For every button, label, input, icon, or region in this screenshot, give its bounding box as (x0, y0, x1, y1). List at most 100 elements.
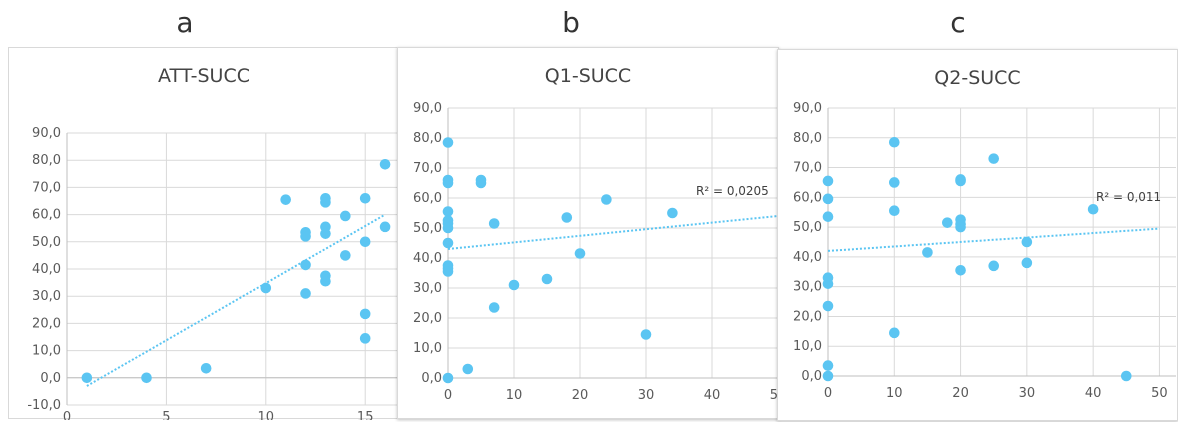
data-point (822, 211, 834, 222)
data-point (822, 360, 834, 371)
x-tick-label: 5 (162, 410, 170, 420)
chart-q2-succ: Q2-SUCC 0,0 10,0 20,0 30,0 40,0 50,0 60,0 70,0 8… (777, 49, 1178, 421)
y-tick-label: 40,0 (413, 251, 442, 266)
r-squared-label: R² = 0,0205 (696, 184, 769, 198)
panel-letter-b: b (562, 6, 580, 39)
data-point (442, 266, 454, 277)
panel-letter-c: c (950, 6, 966, 39)
data-point (340, 210, 351, 222)
x-tick-label: 10 (506, 388, 523, 403)
y-tick-label: 0,0 (801, 369, 822, 384)
y-tick-label: 50,0 (413, 221, 442, 236)
plot-q1-succ: 0,0 10,0 20,0 30,0 40,0 50,0 60,0 70,0 80,0 90,0 0… (413, 101, 780, 403)
data-point (442, 237, 454, 249)
data-point (888, 136, 900, 148)
data-point (300, 231, 311, 242)
data-point (1021, 236, 1033, 248)
data-point (561, 212, 573, 223)
data-point (300, 259, 311, 271)
data-point (320, 228, 331, 239)
y-tick-label: 90,0 (32, 126, 61, 141)
y-tick-label: 40,0 (32, 262, 61, 277)
data-point (359, 333, 371, 344)
y-tick-label: 60,0 (793, 190, 822, 205)
x-tick-label: 30 (1019, 386, 1036, 401)
data-point (379, 158, 391, 170)
data-point (601, 194, 612, 205)
data-point (822, 300, 834, 312)
data-point (574, 248, 586, 259)
data-point (922, 247, 933, 258)
x-tick-label: 50 (770, 388, 780, 403)
chart-title: Q1-SUCC (544, 65, 632, 87)
y-tick-label: 10,0 (793, 339, 822, 354)
panel-letter-a: a (176, 6, 194, 39)
r-squared-label: R² = 0,011 (1096, 190, 1161, 204)
data-point (822, 175, 834, 187)
y-tick-label: 80,0 (413, 131, 442, 146)
data-point (640, 329, 652, 340)
data-point (442, 222, 454, 234)
y-tick-label: 60,0 (413, 191, 442, 206)
data-point (1021, 257, 1033, 269)
data-point (320, 197, 331, 208)
x-tick-label: 15 (357, 410, 374, 420)
data-point (379, 221, 391, 233)
y-tick-label: 80,0 (32, 153, 61, 168)
x-tick-label: 50 (1151, 386, 1168, 401)
y-tick-label: 70,0 (793, 161, 822, 176)
y-tick-label: 40,0 (793, 250, 822, 265)
data-point (359, 308, 371, 320)
chart-title: ATT-SUCC (157, 65, 250, 87)
x-tick-label: 20 (952, 386, 969, 401)
data-point (442, 372, 454, 384)
y-tick-label: 20,0 (793, 309, 822, 324)
data-point (955, 221, 966, 233)
y-tick-label: 10,0 (413, 341, 442, 356)
x-tick-label: 40 (704, 388, 721, 403)
y-tick-label: 30,0 (32, 289, 61, 304)
x-tick-label: 0 (824, 386, 832, 401)
x-tick-label: 20 (572, 388, 589, 403)
y-tick-label: 30,0 (793, 280, 822, 295)
y-tick-label: 0,0 (421, 371, 442, 386)
data-point (955, 264, 966, 276)
data-point (822, 278, 834, 289)
data-point (442, 137, 454, 148)
data-point (888, 327, 900, 339)
y-tick-label: 70,0 (32, 180, 61, 195)
y-tick-label: 80,0 (793, 131, 822, 146)
data-point (200, 362, 212, 374)
data-point (988, 153, 1000, 164)
y-tick-label: 50,0 (32, 235, 61, 250)
y-tick-label: 90,0 (413, 101, 442, 116)
data-point (475, 177, 487, 189)
x-tick-label: 0 (63, 410, 71, 420)
data-point (1120, 370, 1132, 382)
x-tick-label: 30 (638, 388, 655, 403)
data-point (359, 192, 371, 204)
x-tick-label: 0 (444, 388, 452, 403)
data-point (320, 275, 331, 287)
data-point (462, 363, 474, 375)
data-point (822, 193, 834, 205)
y-tick-label: 70,0 (413, 161, 442, 176)
data-point (442, 206, 454, 217)
x-tick-label: 10 (886, 386, 903, 401)
plot-q2-succ: 0,0 10,0 20,0 30,0 40,0 50,0 60,0 70,0 80,0 90,0 0… (793, 101, 1176, 401)
y-tick-label: 10,0 (32, 344, 61, 359)
trendline (447, 215, 779, 250)
y-tick-label: 30,0 (413, 281, 442, 296)
data-point (541, 273, 553, 285)
data-point (508, 279, 520, 291)
y-tick-label: 60,0 (32, 208, 61, 223)
data-point (81, 372, 93, 384)
chart-att-succ: ATT-SUCC -10,0 0,0 10,0 20,0 30,0 40,0 50,0 60,… (8, 47, 400, 420)
y-tick-label: 0,0 (40, 371, 61, 386)
data-point (300, 288, 311, 299)
chart-q1-succ: Q1-SUCC 0,0 10,0 20,0 30,0 40,0 50,0 60,0 70,0 8… (397, 47, 780, 419)
chart-title: Q2-SUCC (934, 67, 1021, 89)
data-point (442, 177, 454, 189)
data-point (488, 302, 500, 313)
data-point (955, 175, 966, 187)
